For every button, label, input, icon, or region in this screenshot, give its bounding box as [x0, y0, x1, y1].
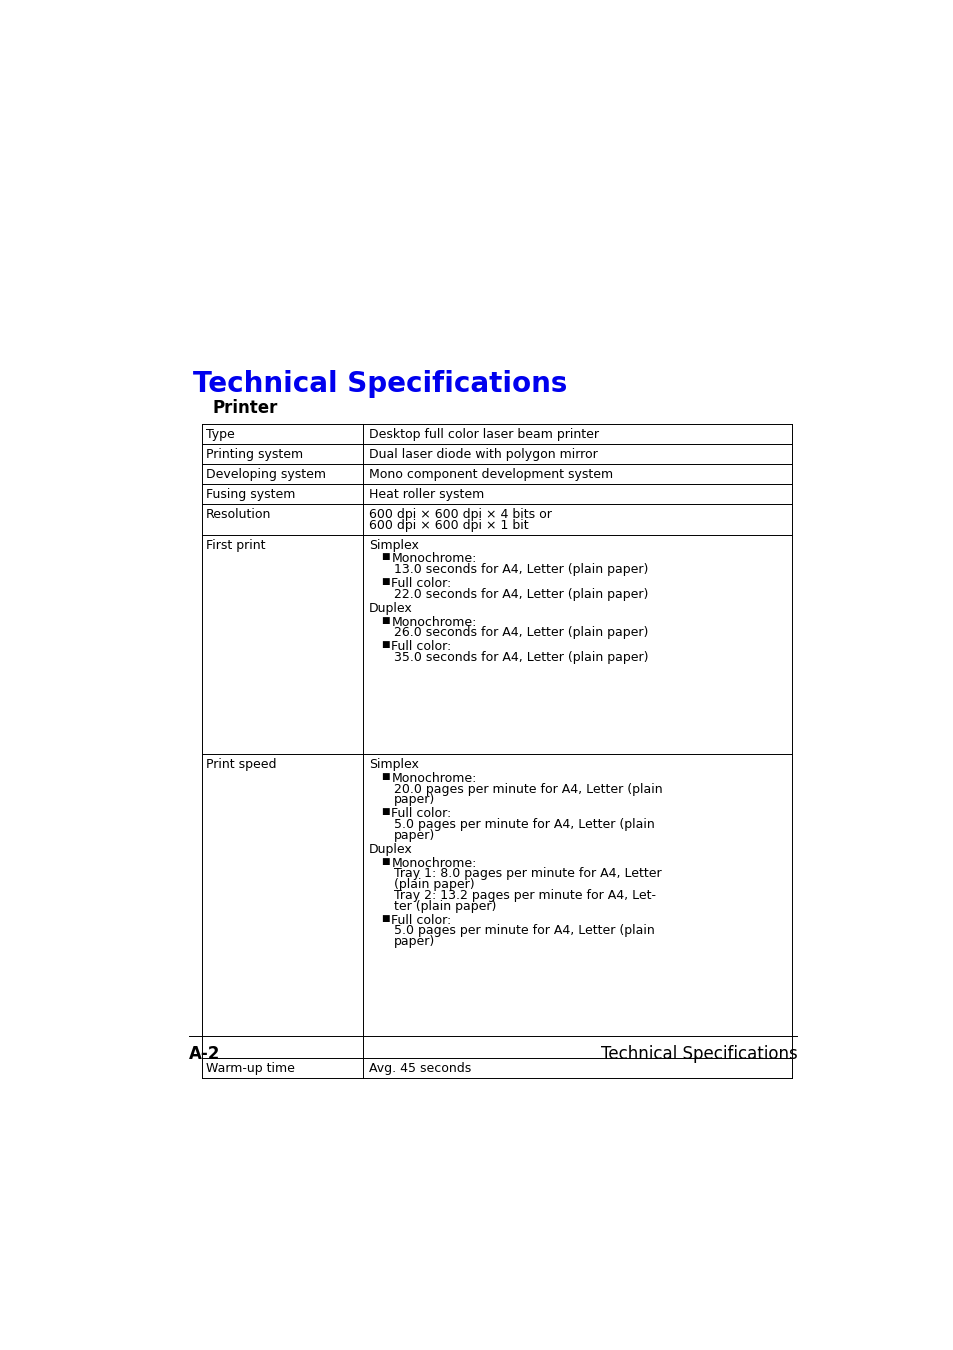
Text: 26.0 seconds for A4, Letter (plain paper): 26.0 seconds for A4, Letter (plain paper… — [394, 626, 647, 640]
Text: ■: ■ — [381, 576, 389, 586]
Text: Technical Specifications: Technical Specifications — [600, 1045, 797, 1064]
Text: Tray 2: 13.2 pages per minute for A4, Let-: Tray 2: 13.2 pages per minute for A4, Le… — [394, 888, 655, 902]
Text: ■: ■ — [381, 552, 389, 562]
Text: ■: ■ — [381, 856, 389, 865]
Text: 600 dpi × 600 dpi × 4 bits or: 600 dpi × 600 dpi × 4 bits or — [369, 508, 551, 521]
Text: paper): paper) — [394, 829, 435, 842]
Text: ■: ■ — [381, 772, 389, 780]
Text: Monochrome:: Monochrome: — [391, 552, 476, 566]
Text: 5.0 pages per minute for A4, Letter (plain: 5.0 pages per minute for A4, Letter (pla… — [394, 818, 654, 832]
Text: Printing system: Printing system — [206, 448, 303, 460]
Text: 22.0 seconds for A4, Letter (plain paper): 22.0 seconds for A4, Letter (plain paper… — [394, 587, 647, 601]
Text: First print: First print — [206, 539, 265, 552]
Text: Warm-up time: Warm-up time — [206, 1062, 294, 1075]
Text: Resolution: Resolution — [206, 508, 272, 521]
Text: Full color:: Full color: — [391, 914, 451, 926]
Text: paper): paper) — [394, 936, 435, 948]
Text: Technical Specifications: Technical Specifications — [193, 370, 567, 398]
Text: ■: ■ — [381, 914, 389, 922]
Text: 5.0 pages per minute for A4, Letter (plain: 5.0 pages per minute for A4, Letter (pla… — [394, 925, 654, 937]
Text: Mono component development system: Mono component development system — [369, 467, 612, 481]
Text: 13.0 seconds for A4, Letter (plain paper): 13.0 seconds for A4, Letter (plain paper… — [394, 563, 647, 576]
Text: Monochrome:: Monochrome: — [391, 616, 476, 629]
Text: 600 dpi × 600 dpi × 1 bit: 600 dpi × 600 dpi × 1 bit — [369, 518, 528, 532]
Text: Print speed: Print speed — [206, 757, 276, 771]
Text: Desktop full color laser beam printer: Desktop full color laser beam printer — [369, 428, 598, 440]
Text: paper): paper) — [394, 794, 435, 806]
Text: ■: ■ — [381, 807, 389, 817]
Text: Full color:: Full color: — [391, 807, 451, 821]
Text: Duplex: Duplex — [369, 842, 412, 856]
Text: (plain paper): (plain paper) — [394, 878, 474, 891]
Text: Monochrome:: Monochrome: — [391, 856, 476, 869]
Text: Developing system: Developing system — [206, 467, 326, 481]
Text: Monochrome:: Monochrome: — [391, 772, 476, 784]
Text: Full color:: Full color: — [391, 640, 451, 653]
Text: Avg. 45 seconds: Avg. 45 seconds — [369, 1062, 471, 1075]
Text: Tray 1: 8.0 pages per minute for A4, Letter: Tray 1: 8.0 pages per minute for A4, Let… — [394, 867, 660, 880]
Text: Simplex: Simplex — [369, 539, 418, 552]
Text: ■: ■ — [381, 640, 389, 649]
Text: A-2: A-2 — [189, 1045, 220, 1064]
Text: Duplex: Duplex — [369, 602, 412, 614]
Text: Simplex: Simplex — [369, 757, 418, 771]
Text: ■: ■ — [381, 616, 389, 625]
Text: 20.0 pages per minute for A4, Letter (plain: 20.0 pages per minute for A4, Letter (pl… — [394, 783, 661, 795]
Text: ter (plain paper): ter (plain paper) — [394, 899, 496, 913]
Text: Type: Type — [206, 428, 234, 440]
Text: Printer: Printer — [212, 400, 277, 417]
Text: Heat roller system: Heat roller system — [369, 487, 483, 501]
Text: Full color:: Full color: — [391, 576, 451, 590]
Text: Fusing system: Fusing system — [206, 487, 295, 501]
Text: Dual laser diode with polygon mirror: Dual laser diode with polygon mirror — [369, 448, 597, 460]
Text: 35.0 seconds for A4, Letter (plain paper): 35.0 seconds for A4, Letter (plain paper… — [394, 651, 647, 664]
